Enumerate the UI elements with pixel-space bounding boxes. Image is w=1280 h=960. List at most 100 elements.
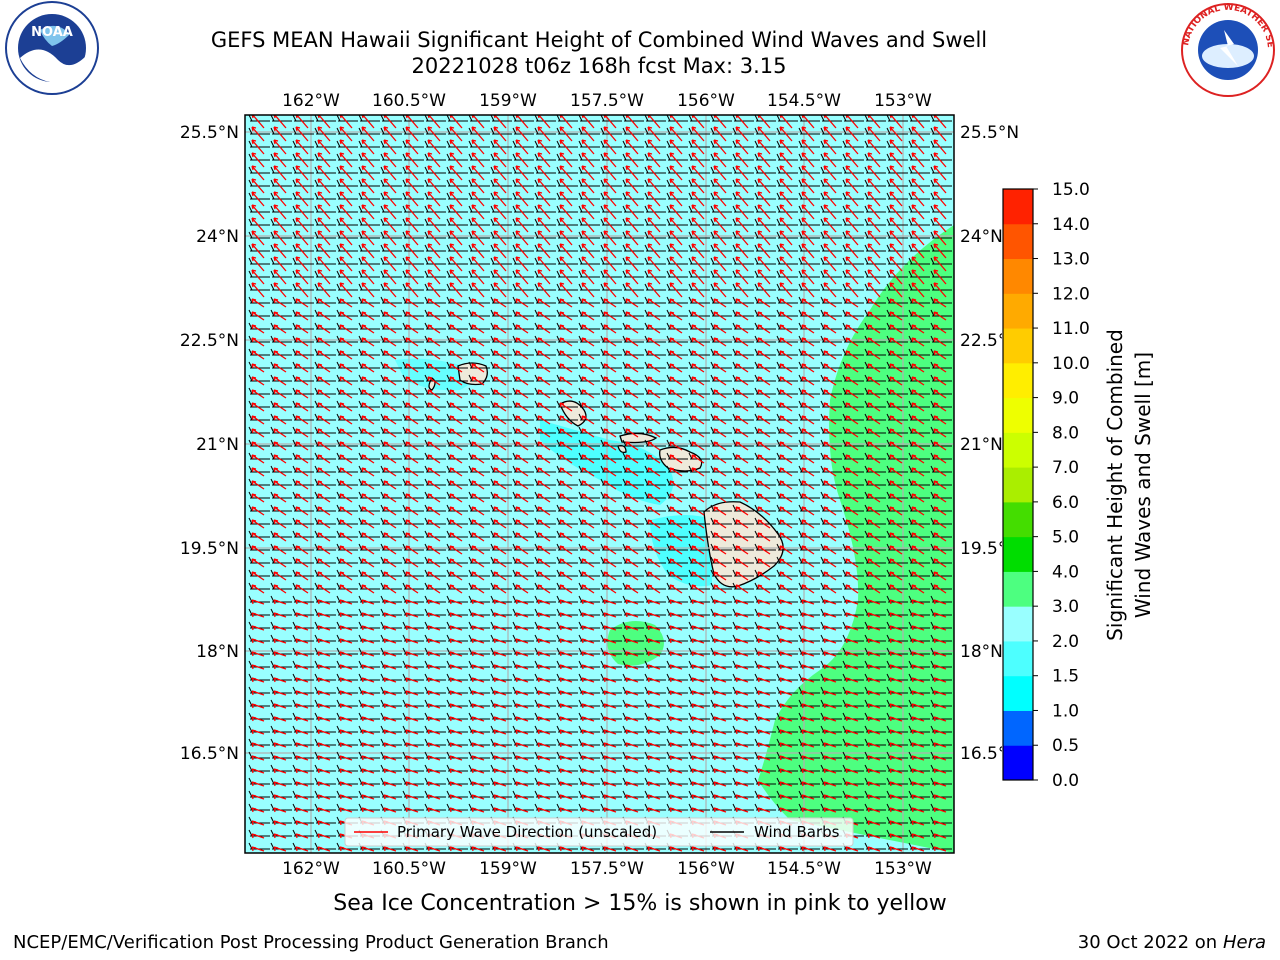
wind-barb	[446, 115, 468, 122]
wave-arrow	[625, 402, 639, 412]
wind-barb	[754, 335, 776, 343]
wave-arrow	[317, 584, 331, 594]
wind-barb	[732, 452, 754, 460]
wind-barb	[908, 140, 930, 148]
wave-arrow	[889, 794, 903, 800]
wave-arrow	[625, 454, 639, 464]
wave-arrow	[317, 178, 331, 194]
wind-barb	[336, 556, 358, 564]
wind-barb	[270, 335, 292, 343]
wave-arrow	[339, 178, 353, 194]
wind-barb	[842, 569, 864, 577]
wave-arrow	[625, 204, 639, 220]
wind-barb	[314, 153, 336, 161]
wave-arrow	[845, 545, 859, 555]
wave-arrow	[647, 638, 661, 644]
wave-arrow	[845, 599, 859, 605]
wave-arrow	[559, 677, 573, 683]
wind-barb	[534, 517, 556, 525]
wave-arrow	[625, 165, 639, 181]
wave-arrow	[669, 612, 683, 618]
wave-arrow	[603, 716, 617, 722]
wind-barb	[820, 543, 842, 551]
wind-barb	[358, 115, 380, 122]
wave-arrow	[317, 324, 331, 334]
wind-barb	[930, 205, 952, 213]
wave-arrow	[867, 165, 881, 181]
wave-arrow	[889, 324, 903, 334]
wind-barb	[666, 465, 688, 473]
wave-arrow	[515, 664, 529, 670]
wave-arrow	[317, 612, 331, 618]
wind-barb	[402, 115, 424, 122]
wind-barb	[358, 140, 380, 148]
wave-arrow	[405, 217, 419, 233]
wind-barb	[336, 127, 358, 135]
wave-arrow	[735, 506, 749, 516]
lon-label: 154.5°W	[767, 859, 841, 879]
wind-barb	[358, 335, 380, 343]
wave-arrow	[339, 311, 353, 321]
wave-arrow	[383, 716, 397, 722]
wind-barb	[820, 491, 842, 499]
wind-barb	[424, 361, 446, 369]
wave-arrow	[757, 441, 771, 451]
wave-arrow	[669, 337, 683, 347]
wave-arrow	[493, 256, 507, 272]
wave-arrow	[449, 298, 463, 308]
wind-barb	[534, 115, 556, 122]
wave-arrow	[251, 807, 265, 813]
wave-arrow	[845, 298, 859, 308]
wind-barb	[798, 465, 820, 473]
wind-barb	[930, 115, 952, 122]
wave-arrow	[361, 677, 375, 683]
wave-arrow	[383, 376, 397, 386]
wind-barb	[754, 556, 776, 564]
wave-arrow	[757, 415, 771, 425]
wind-barb	[666, 582, 688, 590]
wave-arrow	[691, 389, 705, 399]
wind-barb	[424, 517, 446, 525]
wave-arrow	[383, 415, 397, 425]
wave-arrow	[339, 768, 353, 774]
wave-arrow	[735, 282, 749, 298]
legend-wave-label: Primary Wave Direction (unscaled)	[397, 823, 657, 841]
wave-arrow	[625, 191, 639, 207]
wave-arrow	[845, 493, 859, 503]
wave-arrow	[405, 441, 419, 451]
wave-arrow	[273, 402, 287, 412]
wave-arrow	[295, 768, 309, 774]
wind-barb	[424, 140, 446, 148]
wind-barb	[710, 309, 732, 317]
wind-barb	[820, 296, 842, 304]
wind-barb	[666, 517, 688, 525]
wave-arrow	[273, 480, 287, 490]
wave-arrow	[361, 794, 375, 800]
wave-arrow	[471, 664, 485, 670]
wave-arrow	[251, 298, 265, 308]
wave-arrow	[273, 243, 287, 259]
wave-arrow	[933, 519, 947, 529]
lon-labels-bottom: 162°W 160.5°W 159°W 157.5°W 156°W 154.5°…	[282, 859, 932, 879]
wind-barb	[622, 166, 644, 174]
wave-arrow	[933, 532, 947, 542]
wave-arrow	[515, 350, 529, 360]
wave-arrow	[713, 428, 727, 438]
wave-arrow	[449, 152, 463, 168]
wave-arrow	[757, 742, 771, 748]
wave-arrow	[559, 506, 573, 516]
wave-arrow	[295, 781, 309, 787]
wind-barb	[358, 374, 380, 382]
wave-arrow	[889, 677, 903, 683]
wind-barb	[710, 504, 732, 512]
wave-arrow	[801, 243, 815, 259]
wave-arrow	[339, 625, 353, 631]
wave-arrow	[361, 428, 375, 438]
wave-arrow	[779, 191, 793, 207]
wave-arrow	[933, 115, 947, 129]
wave-arrow	[867, 506, 881, 516]
wave-arrow	[757, 677, 771, 683]
wind-barb	[644, 335, 666, 343]
wave-arrow	[449, 428, 463, 438]
wave-arrow	[889, 519, 903, 529]
